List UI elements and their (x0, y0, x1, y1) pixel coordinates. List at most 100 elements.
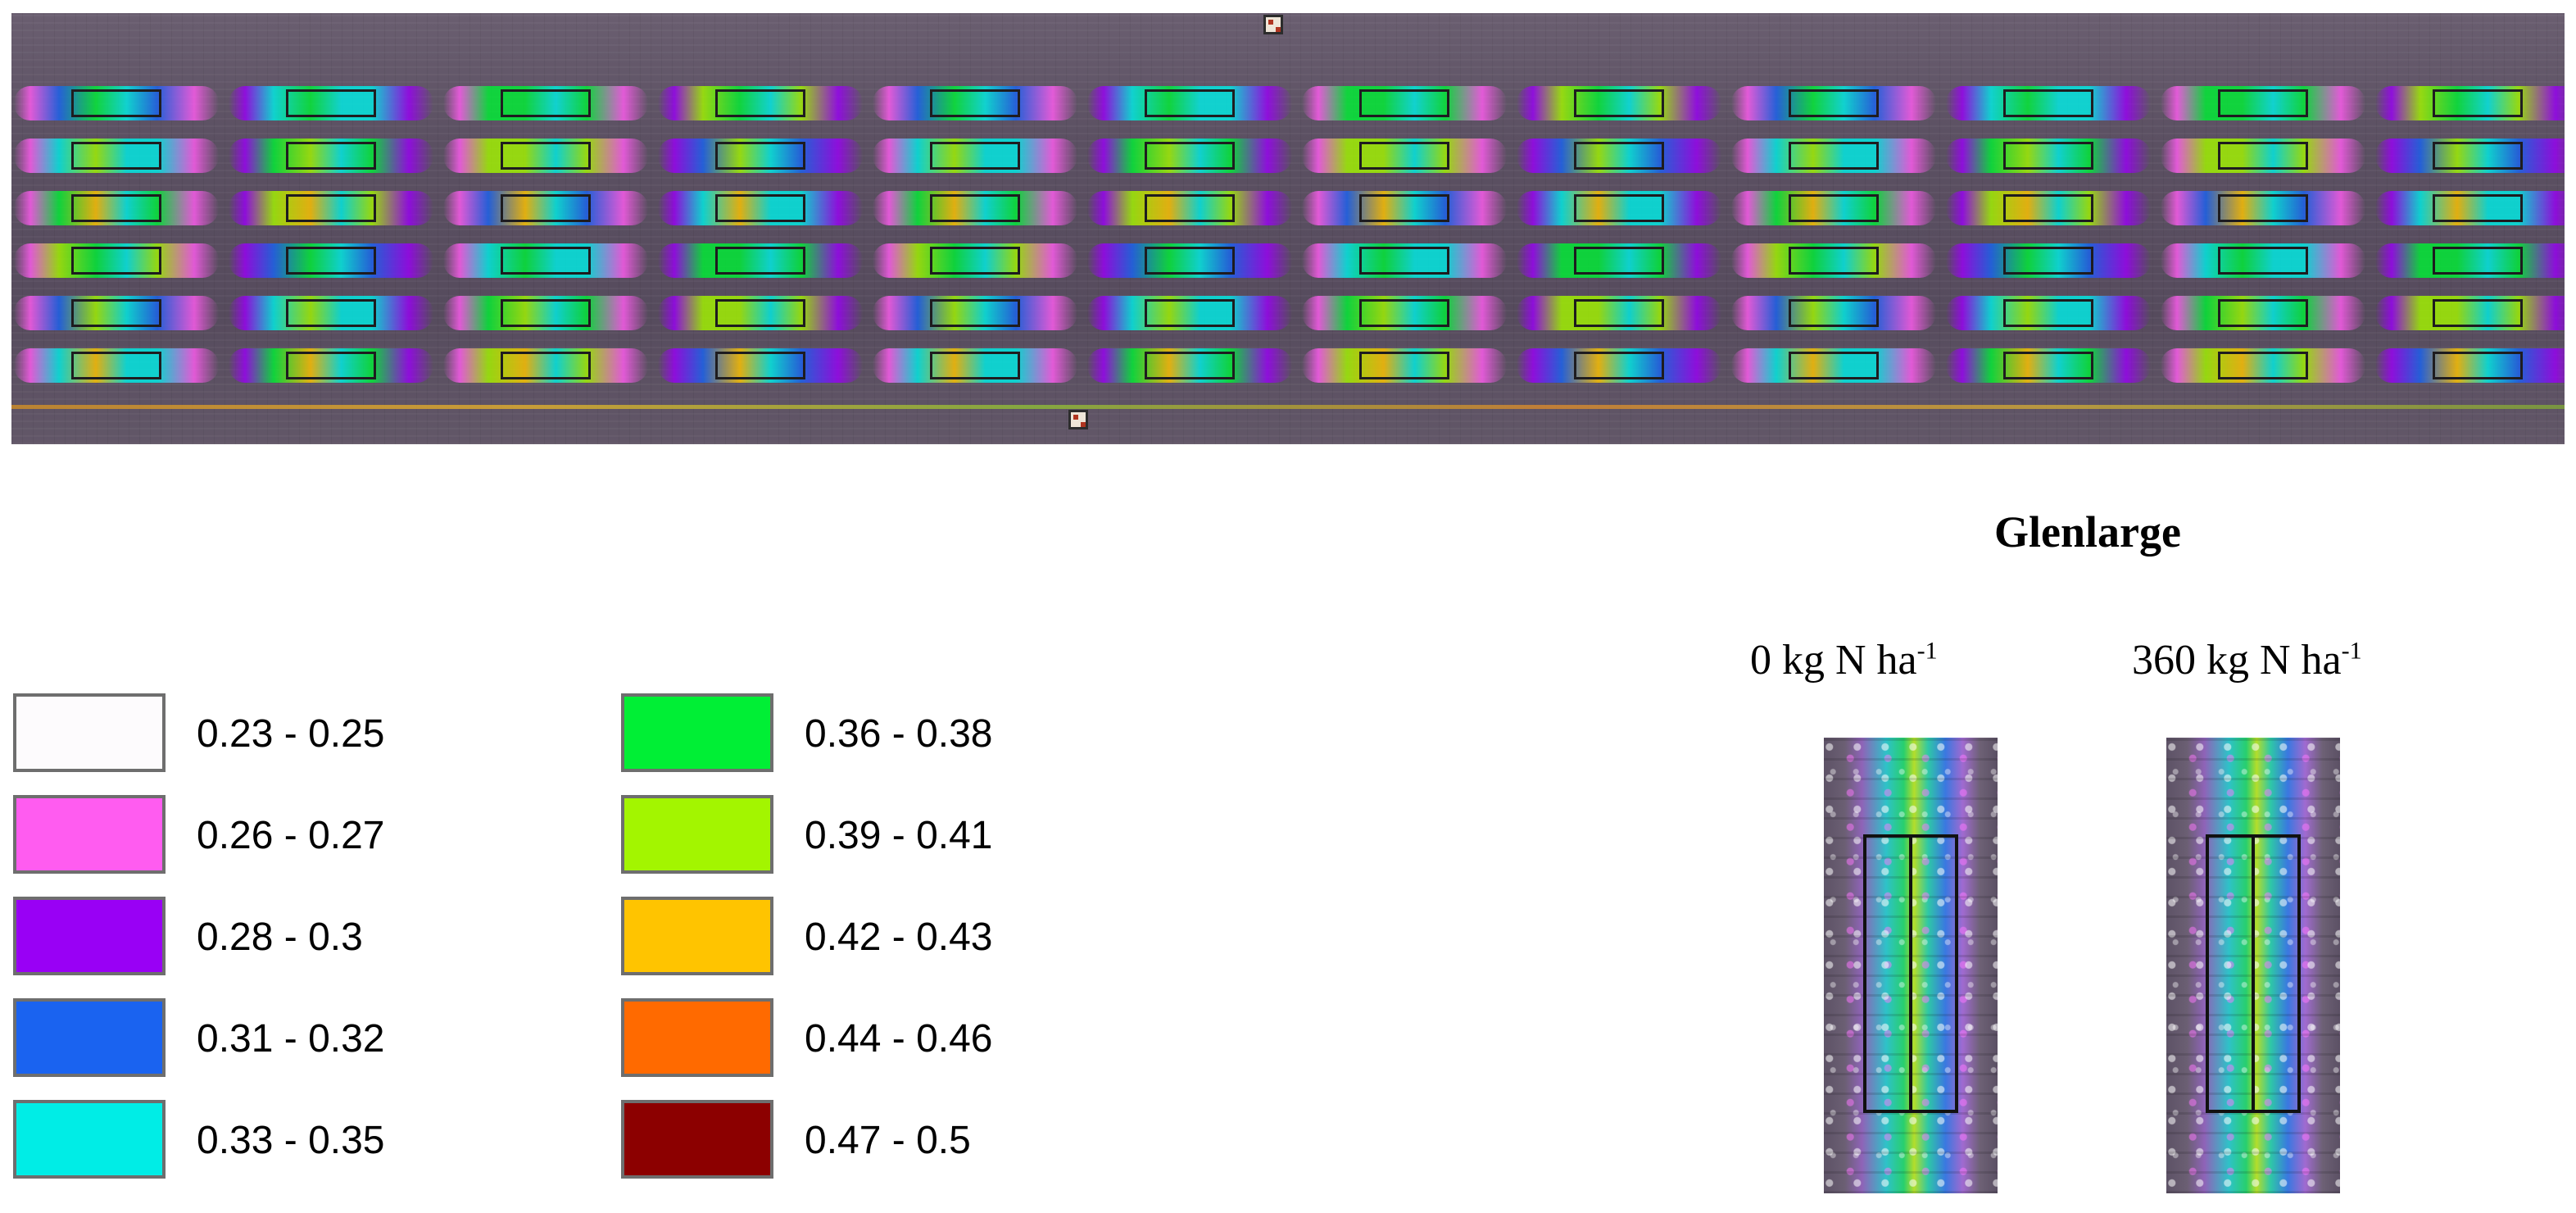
plot-boundary-box (1145, 142, 1235, 170)
legend-swatch (621, 998, 773, 1077)
field-plot (443, 86, 648, 120)
plot-boundary-box (1359, 247, 1449, 275)
treatment-label-exponent: -1 (2341, 637, 2362, 665)
field-plot (229, 243, 433, 278)
field-plot (1946, 191, 2151, 225)
legend-swatch (621, 795, 773, 874)
plot-boundary-box (501, 299, 591, 327)
field-plot (229, 191, 433, 225)
ground-control-marker-bottom (1068, 410, 1088, 429)
field-plot (2161, 348, 2365, 383)
field-plot (1731, 348, 1936, 383)
plot-boundary-box (2433, 299, 2523, 327)
plot-boundary-box (71, 299, 161, 327)
plot-boundary-box (1574, 247, 1664, 275)
field-plot (1517, 86, 1721, 120)
plot-boundary-box (2433, 89, 2523, 117)
plot-boundary-box (2433, 142, 2523, 170)
plot-boundary-box (286, 142, 376, 170)
field-plot (1087, 296, 1292, 330)
field-plot (1731, 296, 1936, 330)
legend-swatch (621, 897, 773, 975)
plot-boundary-box (2218, 142, 2308, 170)
plot-boundary-box (501, 352, 591, 379)
field-plot (658, 296, 863, 330)
field-plot (1517, 243, 1721, 278)
field-plot (1731, 243, 1936, 278)
field-plot (1731, 191, 1936, 225)
plot-boundary-box (715, 352, 805, 379)
field-plot (1517, 296, 1721, 330)
plot-boundary-box (1359, 194, 1449, 222)
field-plot (2161, 86, 2365, 120)
treatment-label-text: 360 kg N ha (2132, 637, 2342, 684)
plot-boundary-box (2433, 247, 2523, 275)
plot-boundary-box (501, 194, 591, 222)
plot-boundary-box (1789, 194, 1879, 222)
plot-boundary-box (930, 194, 1020, 222)
legend-swatch (13, 897, 166, 975)
field-plot (229, 348, 433, 383)
field-plot (2375, 243, 2565, 278)
plot-boundary-box (1145, 299, 1235, 327)
treatment-label-0n: 0 kg N ha-1 (1750, 636, 1938, 684)
field-plot (2375, 348, 2565, 383)
plot-boundary-box (1863, 834, 1958, 1113)
field-plot (1087, 191, 1292, 225)
plot-boundary-box (71, 142, 161, 170)
plot-boundary-box (2433, 194, 2523, 222)
plot-boundary-box (715, 194, 805, 222)
plot-boundary-box (2003, 142, 2093, 170)
plot-boundary-box (1359, 142, 1449, 170)
legend-swatch (13, 1100, 166, 1179)
field-plot (1302, 243, 1507, 278)
field-plot (14, 86, 219, 120)
field-plot (1087, 86, 1292, 120)
plot-boundary-box (286, 247, 376, 275)
field-plot (1302, 348, 1507, 383)
field-plot (1946, 243, 2151, 278)
field-plot (658, 348, 863, 383)
plot-boundary-box (1789, 352, 1879, 379)
legend-label: 0.31 - 0.32 (197, 1017, 385, 1061)
plot-boundary-box (2003, 89, 2093, 117)
legend-swatch (621, 693, 773, 772)
plot-boundary-box (2003, 352, 2093, 379)
plot-boundary-box (2433, 352, 2523, 379)
field-plot (1517, 348, 1721, 383)
legend-label: 0.44 - 0.46 (805, 1017, 993, 1061)
field-plot (14, 348, 219, 383)
plot-boundary-box (1359, 89, 1449, 117)
legend-label: 0.33 - 0.35 (197, 1119, 385, 1162)
plot-boundary-box (1574, 352, 1664, 379)
field-plot (14, 139, 219, 173)
plot-boundary-box (930, 352, 1020, 379)
field-plot (873, 191, 1077, 225)
aerial-field-map (11, 13, 2565, 444)
field-edge-strip (11, 405, 2565, 409)
plot-boundary-box (1574, 299, 1664, 327)
field-plot (2375, 139, 2565, 173)
legend-swatch (13, 998, 166, 1077)
plot-boundary-box (1789, 89, 1879, 117)
plot-boundary-box (930, 142, 1020, 170)
plot-boundary-box (2218, 194, 2308, 222)
field-plot (1946, 139, 2151, 173)
plot-boundary-box (2003, 247, 2093, 275)
field-plot (1946, 296, 2151, 330)
field-plot (873, 348, 1077, 383)
plot-boundary-box (1789, 299, 1879, 327)
field-plot (14, 296, 219, 330)
plot-boundary-box (715, 142, 805, 170)
field-plot (14, 191, 219, 225)
inset-plot-360n (2166, 738, 2340, 1193)
field-plot (2161, 243, 2365, 278)
plot-boundary-box (1359, 299, 1449, 327)
field-plot (1302, 296, 1507, 330)
legend-label: 0.26 - 0.27 (197, 814, 385, 857)
plot-boundary-box (930, 247, 1020, 275)
field-plot (1302, 86, 1507, 120)
field-plot (1302, 191, 1507, 225)
field-plot (873, 296, 1077, 330)
field-plot (658, 86, 863, 120)
